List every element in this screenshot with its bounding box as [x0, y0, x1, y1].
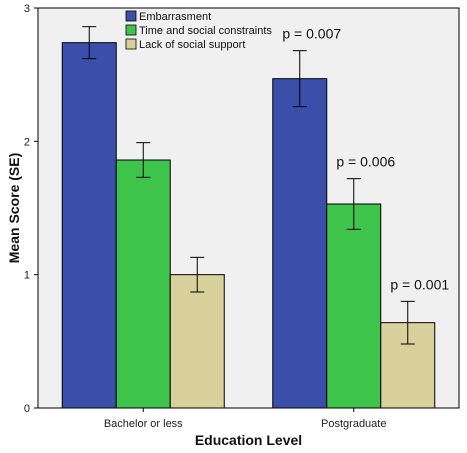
error-bar-2-2: [346, 178, 361, 230]
error-bar-3-1: [190, 256, 205, 293]
bar-3-1: [169, 274, 225, 409]
x-tick-label: Postgraduate: [321, 418, 386, 430]
bar-1-2: [272, 78, 328, 409]
bar-1-1: [61, 42, 117, 409]
p-value-annotation: p = 0.006: [336, 154, 395, 170]
legend-swatch: [125, 38, 137, 50]
y-tick-label: 2: [24, 136, 30, 148]
error-bar-2-1: [136, 142, 151, 178]
bar-2-1: [115, 159, 171, 409]
p-value-annotation: p = 0.007: [282, 26, 341, 42]
legend-label: Embarrasment: [139, 11, 211, 23]
y-axis-title: Mean Score (SE): [6, 153, 22, 263]
y-tick-label: 3: [24, 3, 30, 15]
legend-swatch: [125, 10, 137, 22]
x-axis-title: Education Level: [195, 432, 302, 448]
p-value-annotation: p = 0.001: [390, 276, 449, 292]
error-bar-3-2: [400, 300, 415, 345]
error-bar-1-2: [292, 50, 307, 108]
bar-2-2: [326, 203, 382, 409]
y-tick-label: 0: [24, 403, 30, 415]
legend-label: Time and social constraints: [139, 25, 272, 37]
x-tick-label: Bachelor or less: [104, 418, 183, 430]
legend-label: Lack of social support: [139, 39, 245, 51]
legend-swatch: [125, 24, 137, 36]
error-bar-1-1: [82, 26, 97, 60]
y-tick-label: 1: [24, 270, 30, 282]
